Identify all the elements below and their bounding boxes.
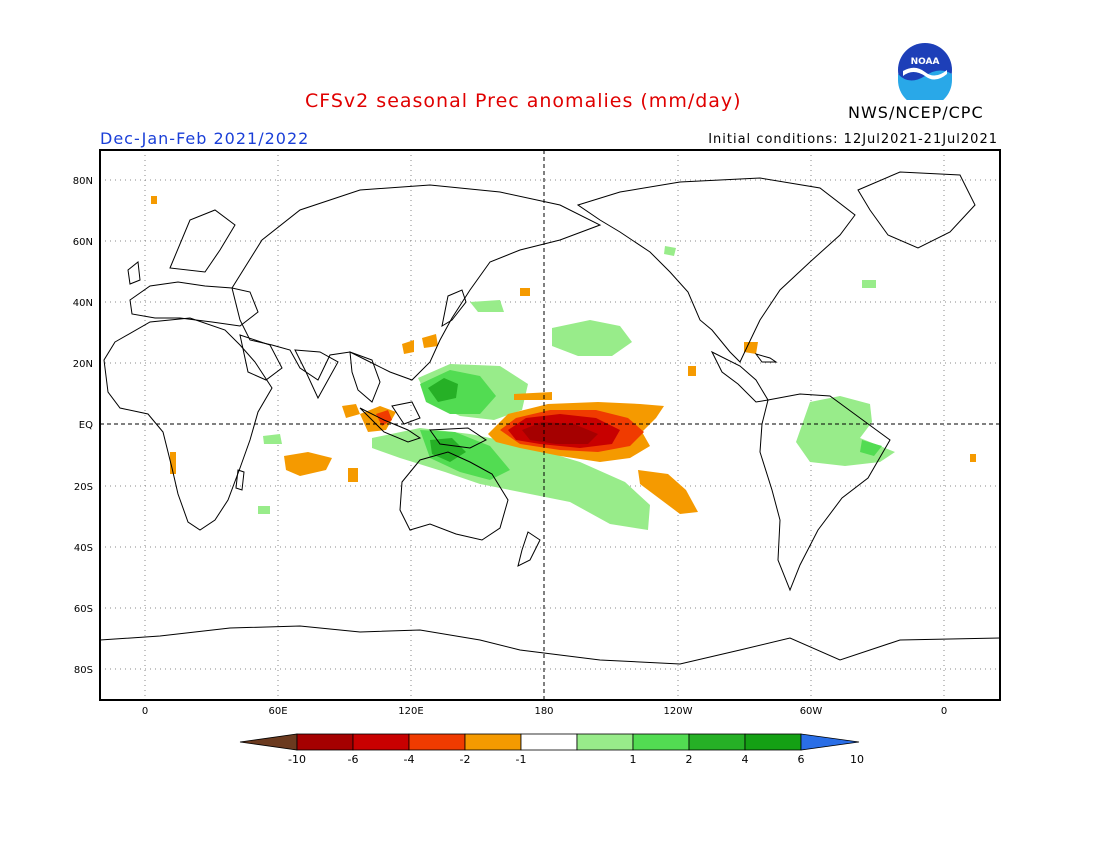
lat-label: 60N	[73, 237, 93, 248]
lat-label: 80N	[73, 176, 93, 187]
colorbar-segment	[744, 733, 802, 751]
colorbar-segment	[576, 733, 634, 751]
longitude-labels: 0 60E 120E 180 120W 60W 0	[142, 706, 947, 717]
lon-label: 180	[534, 706, 553, 717]
lon-label: 0	[941, 706, 947, 717]
coastlines	[100, 171, 1000, 665]
lat-label: 40S	[74, 543, 93, 554]
lat-label: 80S	[74, 665, 93, 676]
lon-label: 0	[142, 706, 148, 717]
season-label: Dec-Jan-Feb 2021/2022	[100, 129, 310, 148]
initial-conditions-label: Initial conditions: 12Jul2021-21Jul2021	[708, 132, 998, 147]
lon-label: 60W	[800, 706, 823, 717]
colorbar-right-arrow	[800, 733, 860, 751]
anomaly-fields	[151, 196, 976, 530]
colorbar-segment	[296, 733, 354, 751]
lat-label: EQ	[79, 420, 93, 431]
colorbar-left-arrow	[239, 733, 298, 751]
map-title: CFSv2 seasonal Prec anomalies (mm/day)	[305, 90, 742, 112]
colorbar-segment	[408, 733, 466, 751]
colorbar-tick-label: 1	[630, 753, 637, 766]
noaa-logo-text: NOAA	[911, 57, 940, 67]
noaa-logo-icon: NOAA	[896, 41, 954, 100]
colorbar-tick-label: -2	[460, 753, 471, 766]
colorbar-segment	[632, 733, 690, 751]
agency-label: NWS/NCEP/CPC	[848, 103, 984, 122]
colorbar: -10 -6 -4 -2 -1 1 2 4 6 10	[239, 733, 864, 766]
map-frame	[99, 149, 1001, 701]
colorbar-tick-label: -6	[348, 753, 359, 766]
colorbar-tick-label: 2	[686, 753, 693, 766]
latitude-labels: 80N 60N 40N 20N EQ 20S 40S 60S 80S	[73, 176, 93, 676]
lon-label: 120E	[398, 706, 423, 717]
lon-label: 120W	[664, 706, 693, 717]
colorbar-tick-label: 6	[798, 753, 805, 766]
colorbar-segment	[352, 733, 410, 751]
lat-label: 20N	[73, 359, 93, 370]
colorbar-tick-label: -10	[288, 753, 306, 766]
colorbar-tick-label: -1	[516, 753, 527, 766]
colorbar-tick-label: -4	[404, 753, 415, 766]
colorbar-tick-label: 10	[850, 753, 864, 766]
lat-label: 60S	[74, 604, 93, 615]
colorbar-segment	[464, 733, 522, 751]
lat-label: 40N	[73, 298, 93, 309]
colorbar-tick-label: 4	[742, 753, 749, 766]
colorbar-segment	[688, 733, 746, 751]
colorbar-segment	[520, 733, 578, 751]
lon-label: 60E	[268, 706, 287, 717]
lat-label: 20S	[74, 482, 93, 493]
